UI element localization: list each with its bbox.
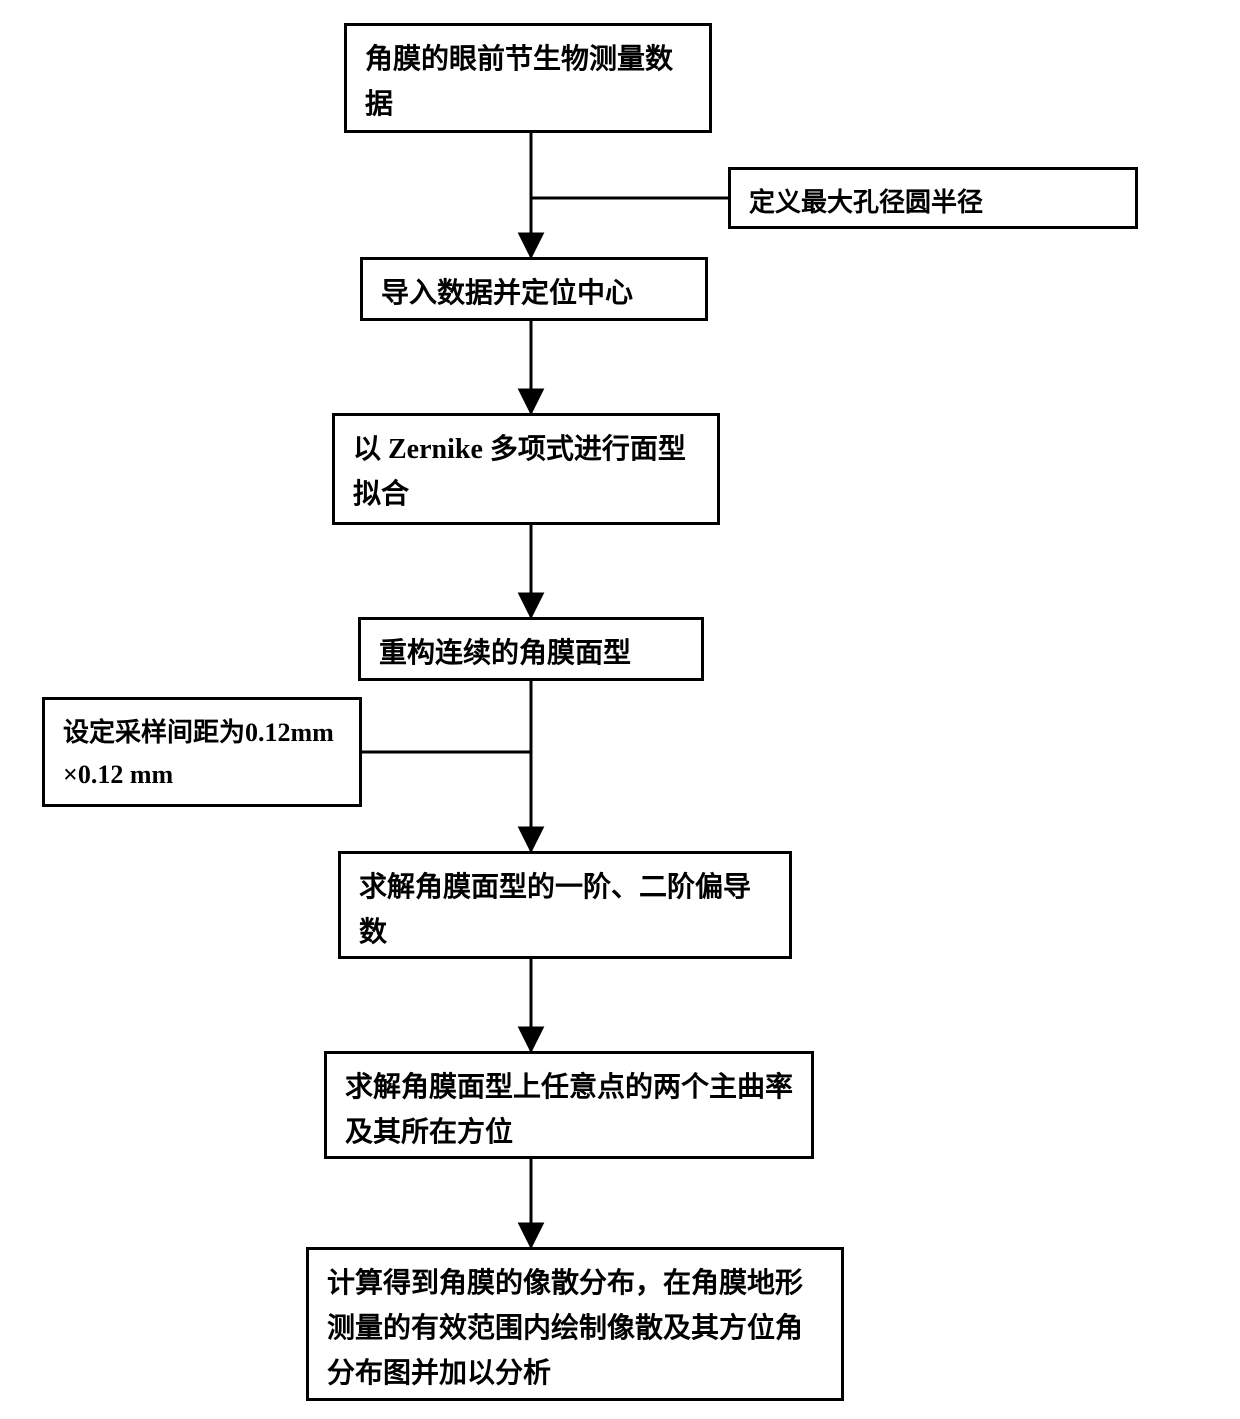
node-label: 求解角膜面型的一阶、二阶偏导数 <box>359 872 751 948</box>
node-label: 计算得到角膜的像散分布，在角膜地形测量的有效范围内绘制像散及其方位角分布图并加以… <box>327 1268 803 1389</box>
flow-node-n1: 角膜的眼前节生物测量数据 <box>344 23 712 133</box>
flow-node-n2: 导入数据并定位中心 <box>360 257 708 321</box>
node-label: 求解角膜面型上任意点的两个主曲率及其所在方位 <box>345 1072 793 1148</box>
flow-node-n4: 重构连续的角膜面型 <box>358 617 704 681</box>
flow-node-n7: 计算得到角膜的像散分布，在角膜地形测量的有效范围内绘制像散及其方位角分布图并加以… <box>306 1247 844 1401</box>
flow-node-s1: 定义最大孔径圆半径 <box>728 167 1138 229</box>
node-label: 导入数据并定位中心 <box>381 278 633 309</box>
node-label: 角膜的眼前节生物测量数据 <box>365 44 673 120</box>
flow-node-s2: 设定采样间距为0.12mm ×0.12 mm <box>42 697 362 807</box>
flowchart-canvas: 角膜的眼前节生物测量数据定义最大孔径圆半径导入数据并定位中心以 Zernike … <box>0 0 1240 1419</box>
flow-node-n6: 求解角膜面型上任意点的两个主曲率及其所在方位 <box>324 1051 814 1159</box>
node-label: 以 Zernike 多项式进行面型拟合 <box>353 434 686 510</box>
node-label: 重构连续的角膜面型 <box>379 638 631 669</box>
flow-node-n5: 求解角膜面型的一阶、二阶偏导数 <box>338 851 792 959</box>
node-label: 设定采样间距为0.12mm ×0.12 mm <box>63 718 334 789</box>
flow-node-n3: 以 Zernike 多项式进行面型拟合 <box>332 413 720 525</box>
node-label: 定义最大孔径圆半径 <box>749 188 983 217</box>
